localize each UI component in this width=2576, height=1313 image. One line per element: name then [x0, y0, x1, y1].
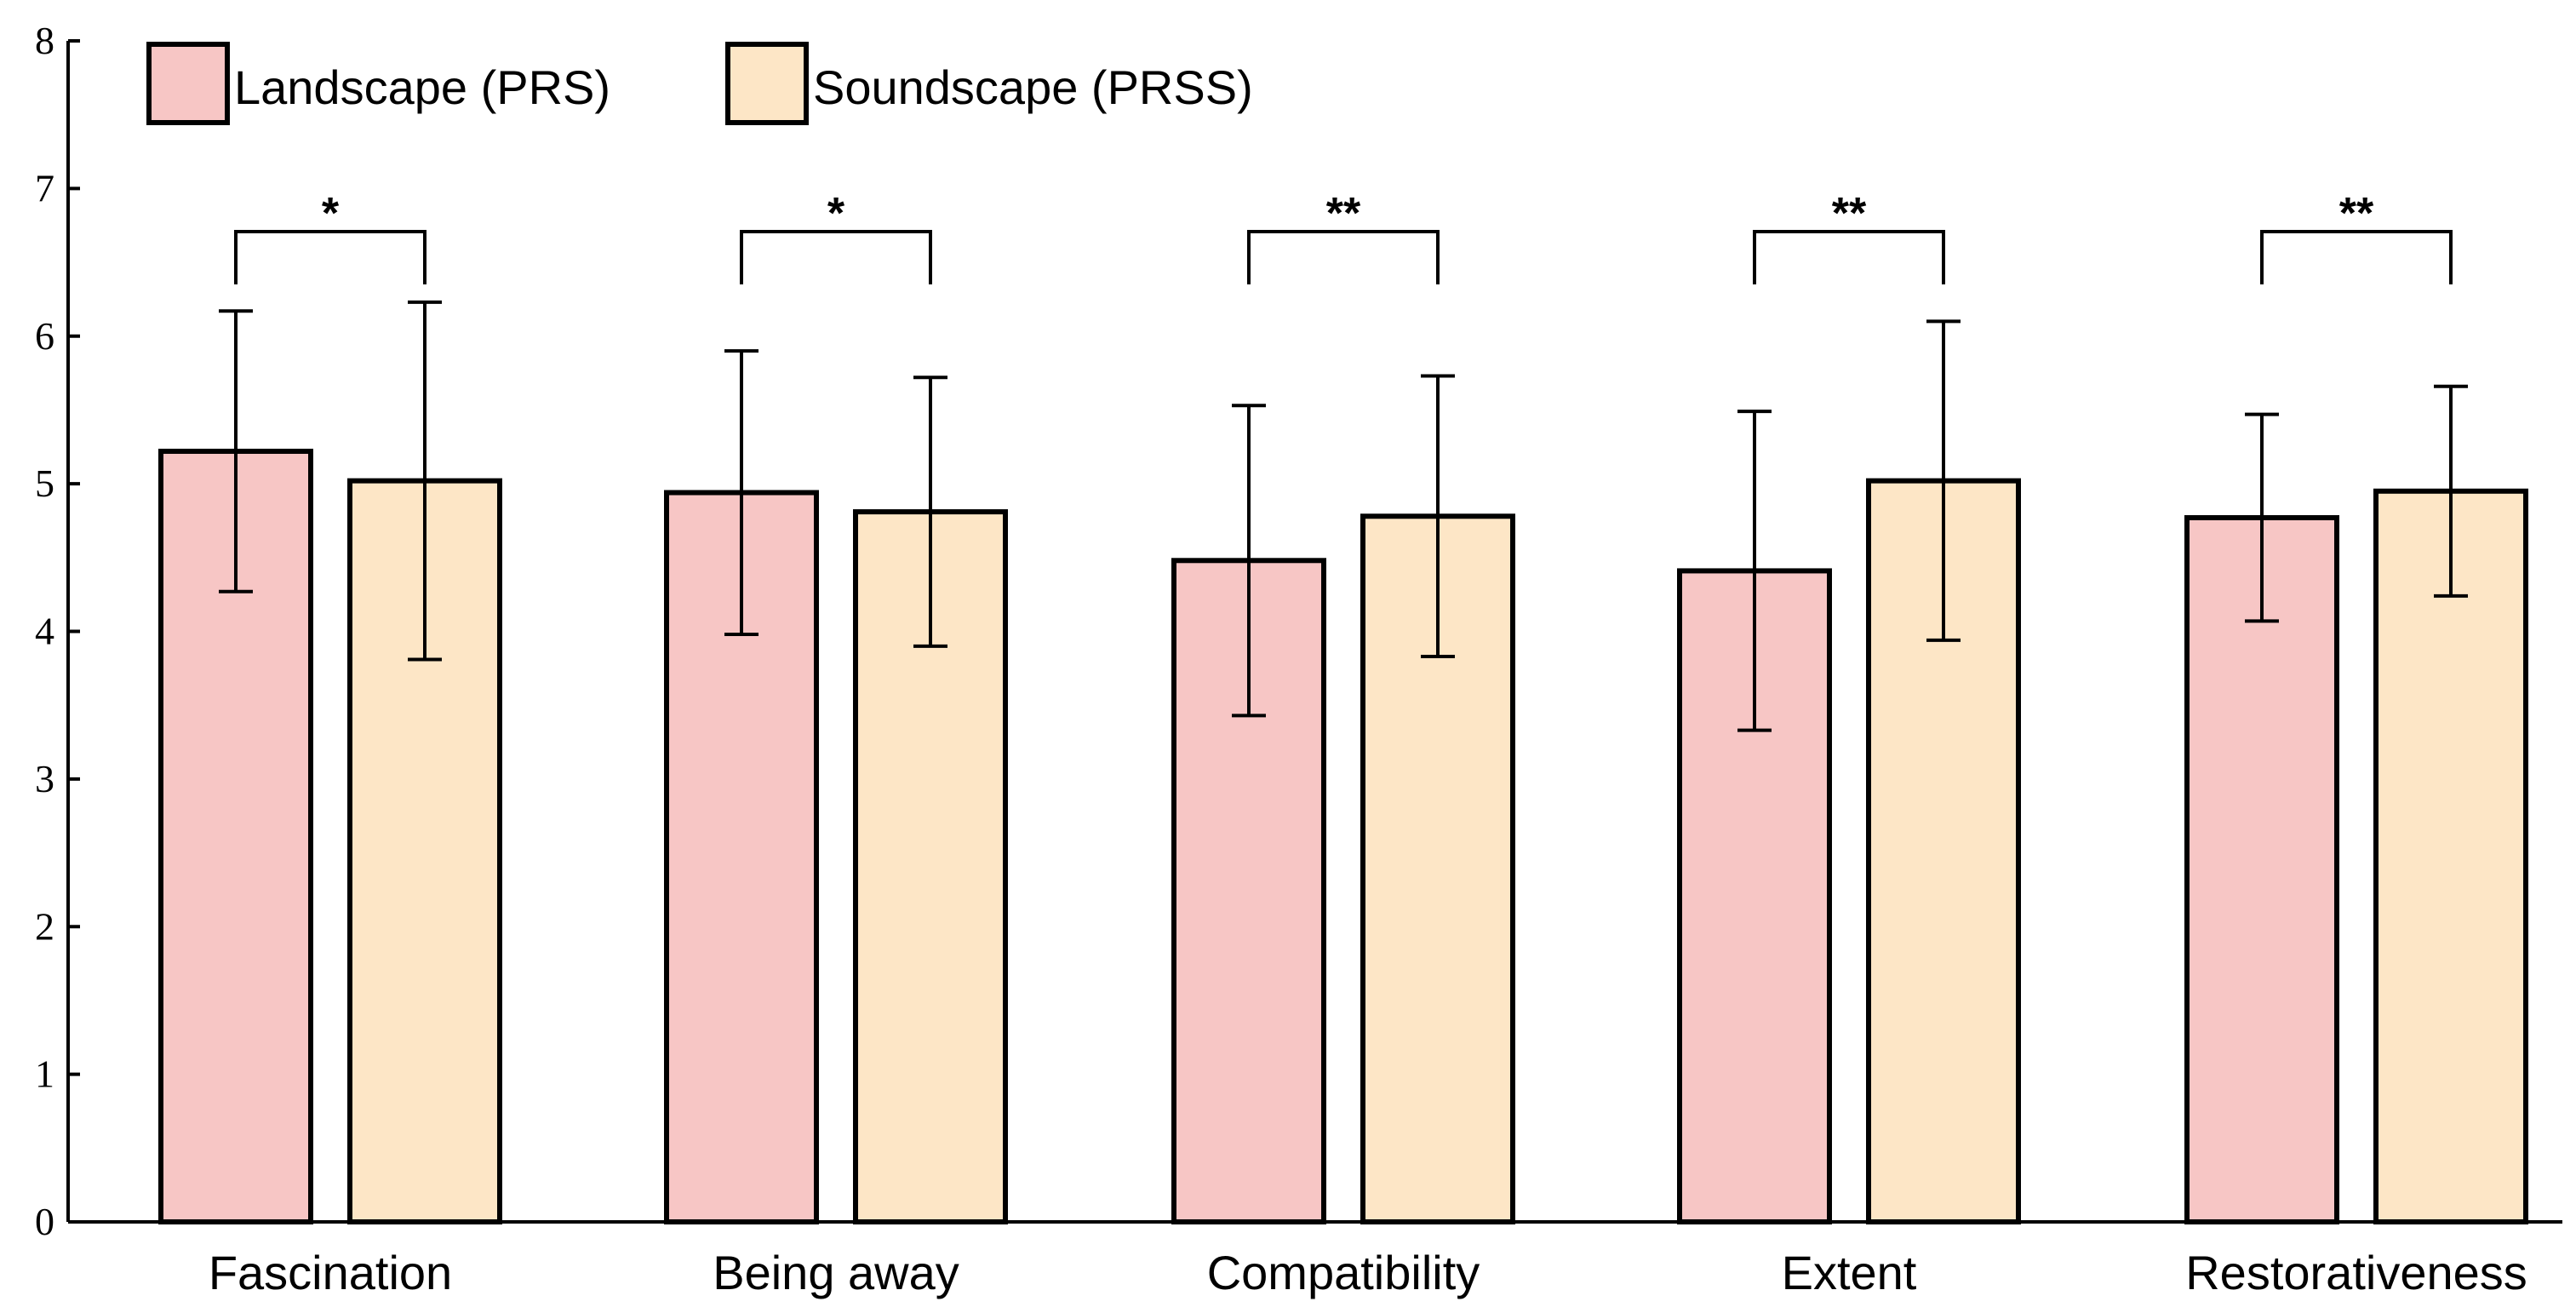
significance-bracket: [740, 230, 932, 284]
significance-bracket: [1753, 230, 1945, 284]
y-tick-label: 3: [35, 757, 54, 800]
legend-label-soundscape: Soundscape (PRSS): [813, 60, 1253, 114]
y-tick-label: 1: [35, 1052, 54, 1096]
y-tick-label: 8: [35, 19, 54, 62]
bar-soundscape: [2373, 488, 2528, 1224]
y-tick-label: 5: [35, 462, 54, 505]
y-tick-label: 0: [35, 1200, 54, 1243]
x-category-label: Compatibility: [1207, 1246, 1480, 1299]
significance-label: **: [1832, 189, 1867, 238]
significance-label: **: [1326, 189, 1361, 238]
significance-bracket: [234, 230, 426, 284]
y-tick-label: 7: [35, 166, 54, 209]
legend: Landscape (PRS) Soundscape (PRSS): [146, 42, 1253, 125]
bar-landscape: [2184, 515, 2339, 1224]
legend-swatch-soundscape: [725, 42, 809, 125]
significance-label: *: [322, 189, 340, 238]
legend-swatch-landscape: [146, 42, 230, 125]
y-tick-label: 2: [35, 904, 54, 948]
significance-bracket: [1247, 230, 1440, 284]
significance-label: *: [827, 189, 845, 238]
x-category-label: Fascination: [209, 1246, 452, 1299]
legend-label-landscape: Landscape (PRS): [234, 60, 610, 114]
x-category-label: Restorativeness: [2185, 1246, 2527, 1299]
plot-area: 0 1 2 3 4 5 6 7 8 Fascination * Being away * Compatib…: [35, 19, 2528, 1299]
x-category-label: Extent: [1782, 1246, 1917, 1299]
y-tick-label: 4: [35, 610, 54, 653]
significance-label: **: [2339, 189, 2374, 238]
significance-bracket: [2260, 230, 2453, 284]
y-tick-label: 6: [35, 314, 54, 358]
x-category-label: Being away: [713, 1246, 959, 1299]
